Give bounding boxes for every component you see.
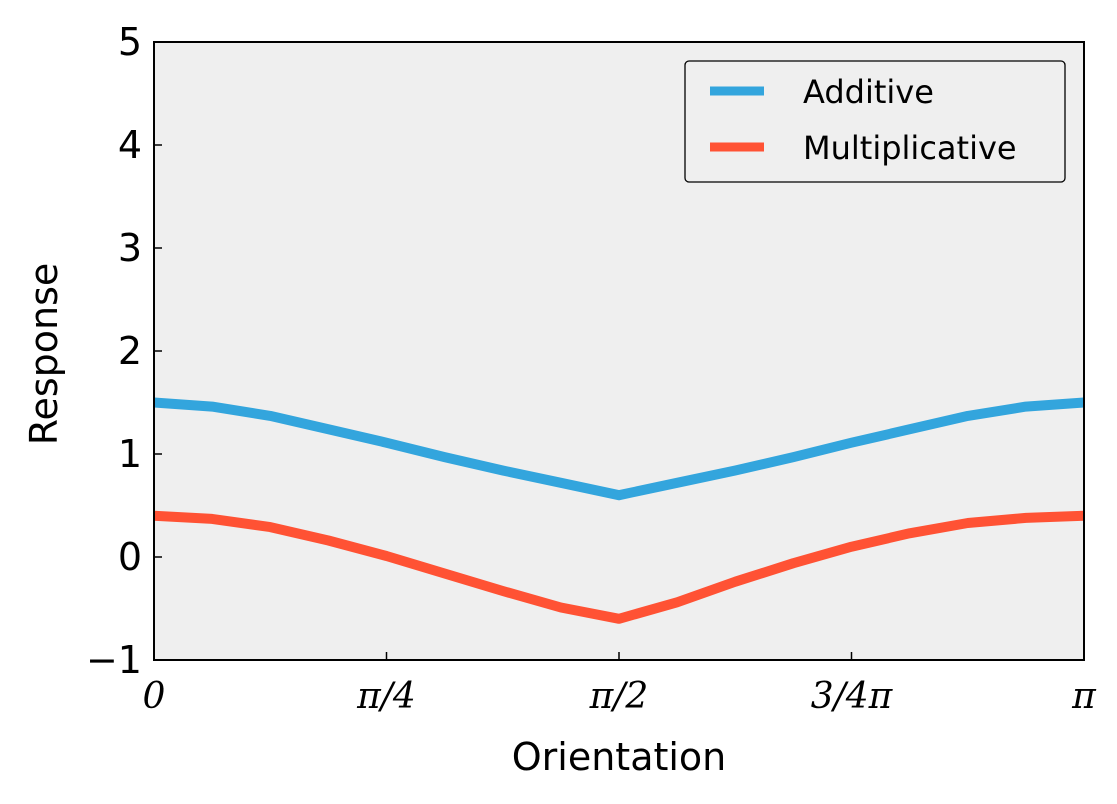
- y-tick-label: 0: [118, 535, 142, 579]
- x-tick-label: π: [1071, 676, 1097, 717]
- series-layer: [153, 397, 1085, 624]
- y-axis-label: Response: [22, 263, 66, 446]
- x-ticks: 0 π/4 π/2 3/4π π: [143, 652, 1097, 717]
- y-tick-label: −1: [86, 638, 142, 682]
- legend-label-additive: Additive: [803, 73, 934, 111]
- y-ticks: −1 0 1 2 3 4 5: [86, 20, 162, 682]
- x-tick-label: 0: [143, 676, 166, 717]
- x-tick-label: π/4: [356, 676, 416, 717]
- y-tick-label: 4: [118, 123, 142, 167]
- y-tick-label: 3: [118, 226, 142, 270]
- x-axis-label: Orientation: [512, 735, 727, 779]
- x-tick-label: π/2: [589, 676, 649, 717]
- x-tick-label: 3/4π: [811, 676, 894, 717]
- y-tick-label: 1: [118, 432, 142, 476]
- y-tick-label: 5: [118, 20, 142, 64]
- y-tick-label: 2: [118, 329, 142, 373]
- series-line-additive: [153, 397, 1085, 501]
- series-line-multiplicative: [153, 510, 1085, 624]
- legend-box: [684, 60, 1066, 183]
- legend-label-multiplicative: Multiplicative: [803, 129, 1017, 167]
- legend: Additive Multiplicative: [684, 60, 1066, 183]
